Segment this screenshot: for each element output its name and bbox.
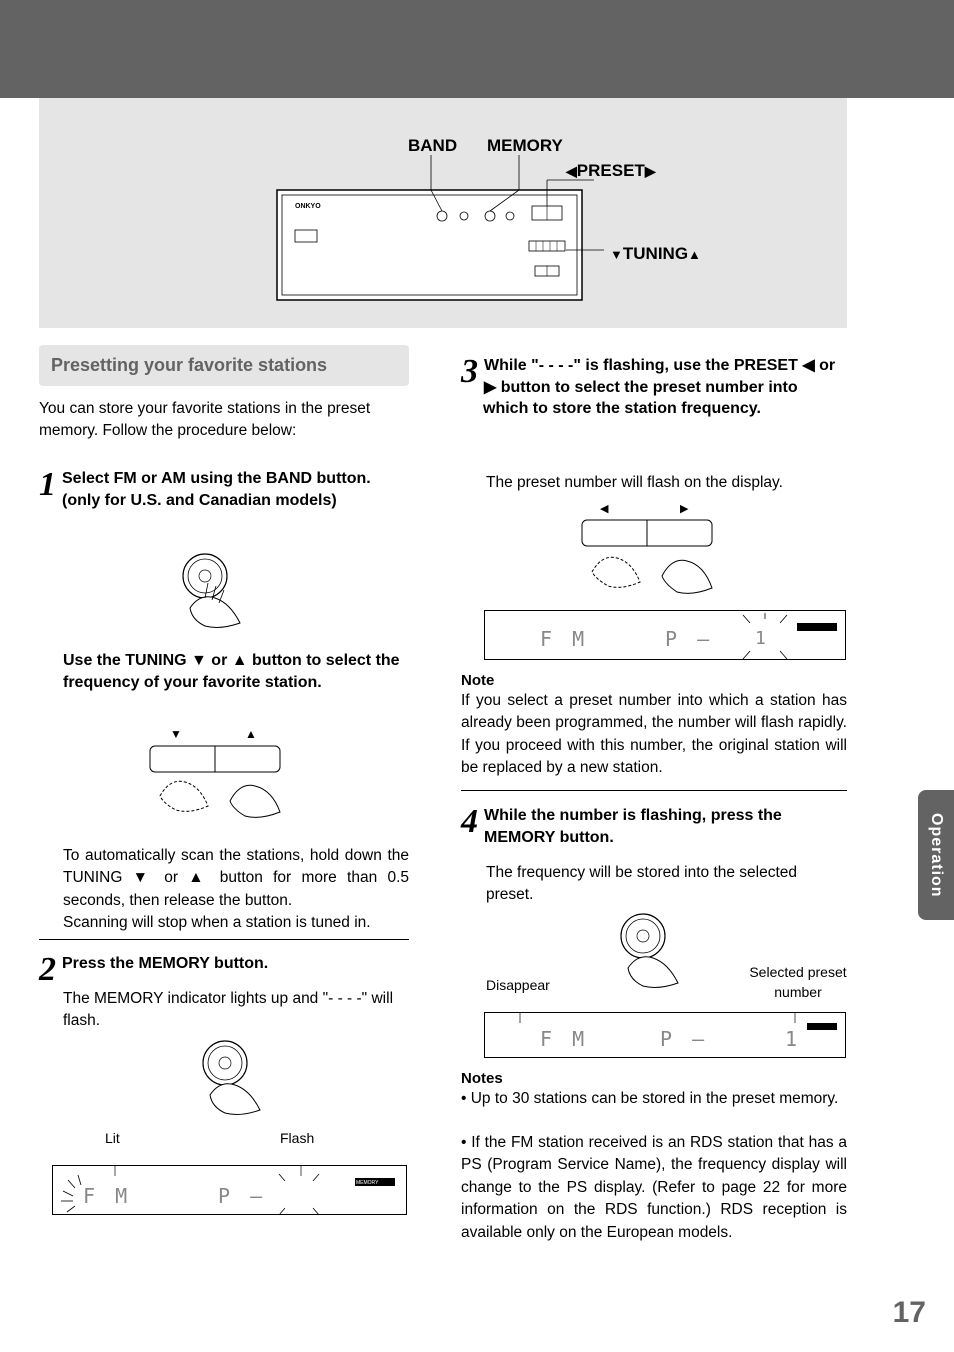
header-bar-left [0,0,562,98]
step3-preset-icon: ◀ ▶ [560,500,780,610]
step1-body1: To automatically scan the stations, hold… [63,845,409,912]
svg-text:◀: ◀ [600,503,609,515]
step2-title: Press the MEMORY button. [61,953,409,975]
step4-display: F M P – 1 [484,1012,846,1058]
side-tab-operation: Operation [918,790,954,920]
step4-num: 4 [461,805,478,839]
page-number: 17 [893,1296,926,1330]
svg-text:F M: F M [83,1184,131,1208]
svg-text:P –: P – [218,1184,266,1208]
step4-disappear: Disappear [486,975,550,995]
step4-title: While the number is flashing, press the … [483,805,846,848]
device-diagram-panel: BAND MEMORY PRESET TUNING ONKYO [39,98,847,328]
svg-text:1: 1 [755,628,766,649]
step1-tuning-icon: ▼ ▲ [130,726,330,836]
step3-note: If you select a preset number into which… [461,690,847,780]
step1: 1 Select FM or AM using the BAND button.… [39,468,409,511]
step4-notes-label: Notes [461,1068,503,1090]
step2-display: F M P – MEMORY [52,1165,407,1215]
step1-hand-icon [160,548,290,638]
step2-flash: Flash [280,1128,314,1148]
svg-text:F M: F M [540,627,588,651]
svg-text:▼: ▼ [170,727,182,741]
step4-note1: • Up to 30 stations can be stored in the… [461,1088,847,1110]
step3-display: F M P – 1 [484,610,846,660]
step2: 2 Press the MEMORY button. [39,953,409,987]
step3-num: 3 [461,355,478,389]
step1-body2: Scanning will stop when a station is tun… [63,912,409,934]
step4-hand-icon [598,908,728,998]
step3-note-label: Note [461,670,494,692]
step2-num: 2 [39,953,56,987]
step3-body: The preset number will flash on the disp… [486,472,848,494]
step4: 4 While the number is flashing, press th… [461,805,846,848]
device-svg: ONKYO [39,98,847,328]
header-bar-right [562,0,954,98]
step4-note2: • If the FM station received is an RDS s… [461,1132,847,1244]
step1-mid: Use the TUNING ▼ or ▲ button to select t… [63,650,409,693]
svg-text:▲: ▲ [245,727,257,741]
intro-text: You can store your favorite stations in … [39,398,409,443]
step3-title: While "- - - -" is flashing, use the PRE… [483,355,846,420]
step2-hand-icon [180,1035,310,1125]
step1-num: 1 [39,468,56,502]
svg-text:ONKYO: ONKYO [295,203,321,210]
step3: 3 While "- - - -" is flashing, use the P… [461,355,846,420]
step4-selected: Selected preset number [748,962,848,1003]
svg-text:P –: P – [665,627,713,651]
step4-body: The frequency will be stored into the se… [486,862,846,907]
svg-text:1: 1 [785,1027,797,1051]
step2-lit: Lit [105,1128,120,1148]
svg-text:MEMORY: MEMORY [356,1180,379,1186]
section-header: Presetting your favorite stations [39,345,409,386]
step2-body: The MEMORY indicator lights up and "- - … [63,988,409,1033]
svg-text:▶: ▶ [680,503,689,515]
svg-text:F M: F M [540,1027,588,1051]
step1-title: Select FM or AM using the BAND button. (… [61,468,409,511]
svg-text:P –: P – [660,1027,708,1051]
